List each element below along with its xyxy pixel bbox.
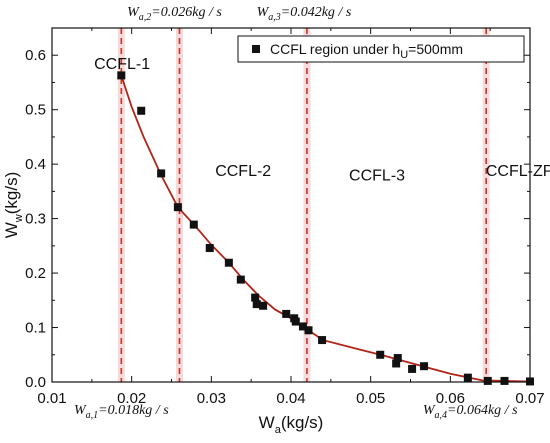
data-point-15	[298, 322, 307, 331]
x-tick-label-1: 0.01	[37, 390, 66, 407]
data-point-8	[236, 275, 245, 284]
boundary-label-4: Wa,4=0.064kg / s	[423, 403, 518, 421]
y-tick-label-5: 0.4	[25, 156, 46, 173]
boundary-band-1	[117, 28, 125, 382]
boundary-label-3: Wa,3=0.042kg / s	[257, 5, 352, 23]
annotations: Wa(kg/s) Ww(kg/s) CCFL-1 CCFL-2 CCFL-3 CCFL-Z…	[2, 5, 550, 436]
y-tick-label-2: 0.1	[25, 320, 46, 337]
data-point-22	[420, 362, 429, 371]
region-label-1: CCFL-1	[94, 56, 150, 73]
data-point-25	[500, 376, 509, 385]
data-point-4	[173, 203, 182, 212]
y-tick-label-1: 0.0	[25, 374, 46, 391]
data-point-18	[376, 350, 385, 359]
region-label-2: CCFL-2	[215, 163, 271, 180]
y-axis-title: Ww(kg/s)	[2, 172, 25, 239]
y-tick-label-4: 0.3	[25, 211, 46, 228]
data-point-10	[252, 300, 261, 309]
x-tick-label-6: 0.06	[436, 390, 465, 407]
x-tick-label-4: 0.04	[276, 390, 305, 407]
data-point-12	[282, 309, 291, 318]
y-tick-label-3: 0.2	[25, 265, 46, 282]
data-point-1	[117, 71, 126, 80]
legend-marker	[252, 45, 260, 53]
region-label-4: CCFL-ZP	[486, 163, 550, 180]
legend-label: CCFL region under hU=500mm	[270, 41, 463, 61]
x-tick-label-7: 0.07	[515, 390, 544, 407]
x-tick-label-5: 0.05	[356, 390, 385, 407]
data-point-21	[408, 364, 417, 373]
data-point-23	[463, 373, 472, 382]
data-point-9	[251, 293, 260, 302]
axes: 0.01 0.02 0.03 0.04 0.05 0.06 0.07 0.0 0.1 0.2 0.3…	[25, 27, 545, 407]
data-point-6	[205, 244, 214, 253]
data-point-5	[189, 220, 198, 229]
boundary-label-2: Wa,2=0.026kg / s	[127, 5, 222, 23]
legend-box	[237, 35, 525, 63]
y-tick-label-7: 0.6	[25, 47, 46, 64]
data-point-17	[318, 336, 327, 345]
boundary-label-1: Wa,1=0.018kg / s	[74, 403, 169, 421]
data-point-20	[393, 354, 402, 363]
data-point-7	[224, 258, 233, 267]
data-point-2	[137, 106, 146, 115]
data-point-24	[483, 376, 492, 385]
data-point-11	[259, 301, 268, 310]
region-label-3: CCFL-3	[349, 167, 405, 184]
boundary-band-3	[303, 28, 311, 382]
data-point-19	[392, 359, 401, 368]
x-tick-label-2: 0.02	[117, 390, 146, 407]
x-axis-title: Wa(kg/s)	[259, 413, 324, 436]
y-tick-label-6: 0.5	[25, 102, 46, 119]
data-point-16	[304, 326, 313, 335]
x-tick-label-3: 0.03	[197, 390, 226, 407]
data-point-14	[291, 317, 300, 326]
data-points	[117, 71, 534, 386]
data-point-3	[157, 169, 166, 178]
legend: CCFL region under hU=500mm	[237, 35, 525, 63]
boundary-band-4	[482, 28, 490, 382]
